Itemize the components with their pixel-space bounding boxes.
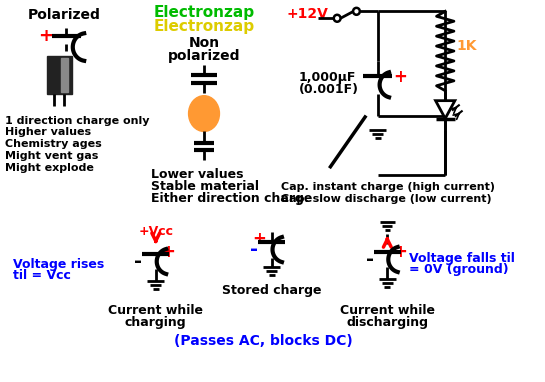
Text: -: - — [135, 252, 142, 271]
Text: +Vcc: +Vcc — [138, 225, 173, 238]
Text: discharging: discharging — [346, 316, 428, 329]
Text: Lower values: Lower values — [151, 168, 244, 181]
Text: Stored charge: Stored charge — [222, 284, 322, 297]
Bar — [61, 58, 68, 92]
Text: Non: Non — [189, 36, 220, 50]
Text: Polarized: Polarized — [28, 8, 100, 22]
Text: +12V: +12V — [287, 7, 329, 21]
Text: +: + — [38, 27, 53, 45]
Bar — [47, 56, 72, 94]
Text: Current while: Current while — [340, 304, 435, 317]
Text: Cap. instant charge (high current): Cap. instant charge (high current) — [281, 182, 495, 192]
Text: Electronzap: Electronzap — [154, 19, 255, 34]
Text: (0.001F): (0.001F) — [299, 83, 359, 96]
Text: Stable material: Stable material — [151, 180, 259, 193]
Text: Cap. slow discharge (low current): Cap. slow discharge (low current) — [281, 194, 492, 204]
Text: +: + — [393, 243, 407, 261]
Text: polarized: polarized — [168, 49, 240, 63]
Text: Electronzap: Electronzap — [154, 5, 255, 20]
Text: 1 direction charge only: 1 direction charge only — [5, 115, 150, 126]
Text: Voltage falls til: Voltage falls til — [409, 252, 514, 265]
Text: +: + — [161, 243, 175, 261]
Text: Current while: Current while — [108, 304, 203, 317]
Text: Either direction charge: Either direction charge — [151, 192, 312, 205]
Text: 1K: 1K — [457, 39, 477, 53]
Text: charging: charging — [125, 316, 186, 329]
Text: Voltage rises: Voltage rises — [13, 257, 104, 270]
Text: = 0V (ground): = 0V (ground) — [409, 264, 508, 277]
Polygon shape — [435, 101, 455, 118]
Text: Chemistry ages: Chemistry ages — [5, 139, 102, 149]
Text: Higher values: Higher values — [5, 128, 92, 138]
Ellipse shape — [189, 96, 220, 131]
Text: 1,000μF: 1,000μF — [299, 71, 356, 84]
Text: Might vent gas: Might vent gas — [5, 151, 99, 161]
Text: +: + — [393, 68, 407, 86]
Text: (Passes AC, blocks DC): (Passes AC, blocks DC) — [174, 334, 353, 348]
Text: til = Vcc: til = Vcc — [13, 269, 71, 282]
Text: -: - — [250, 240, 258, 259]
Text: Might explode: Might explode — [5, 163, 94, 173]
Text: +: + — [252, 230, 266, 248]
Text: -: - — [366, 250, 374, 269]
